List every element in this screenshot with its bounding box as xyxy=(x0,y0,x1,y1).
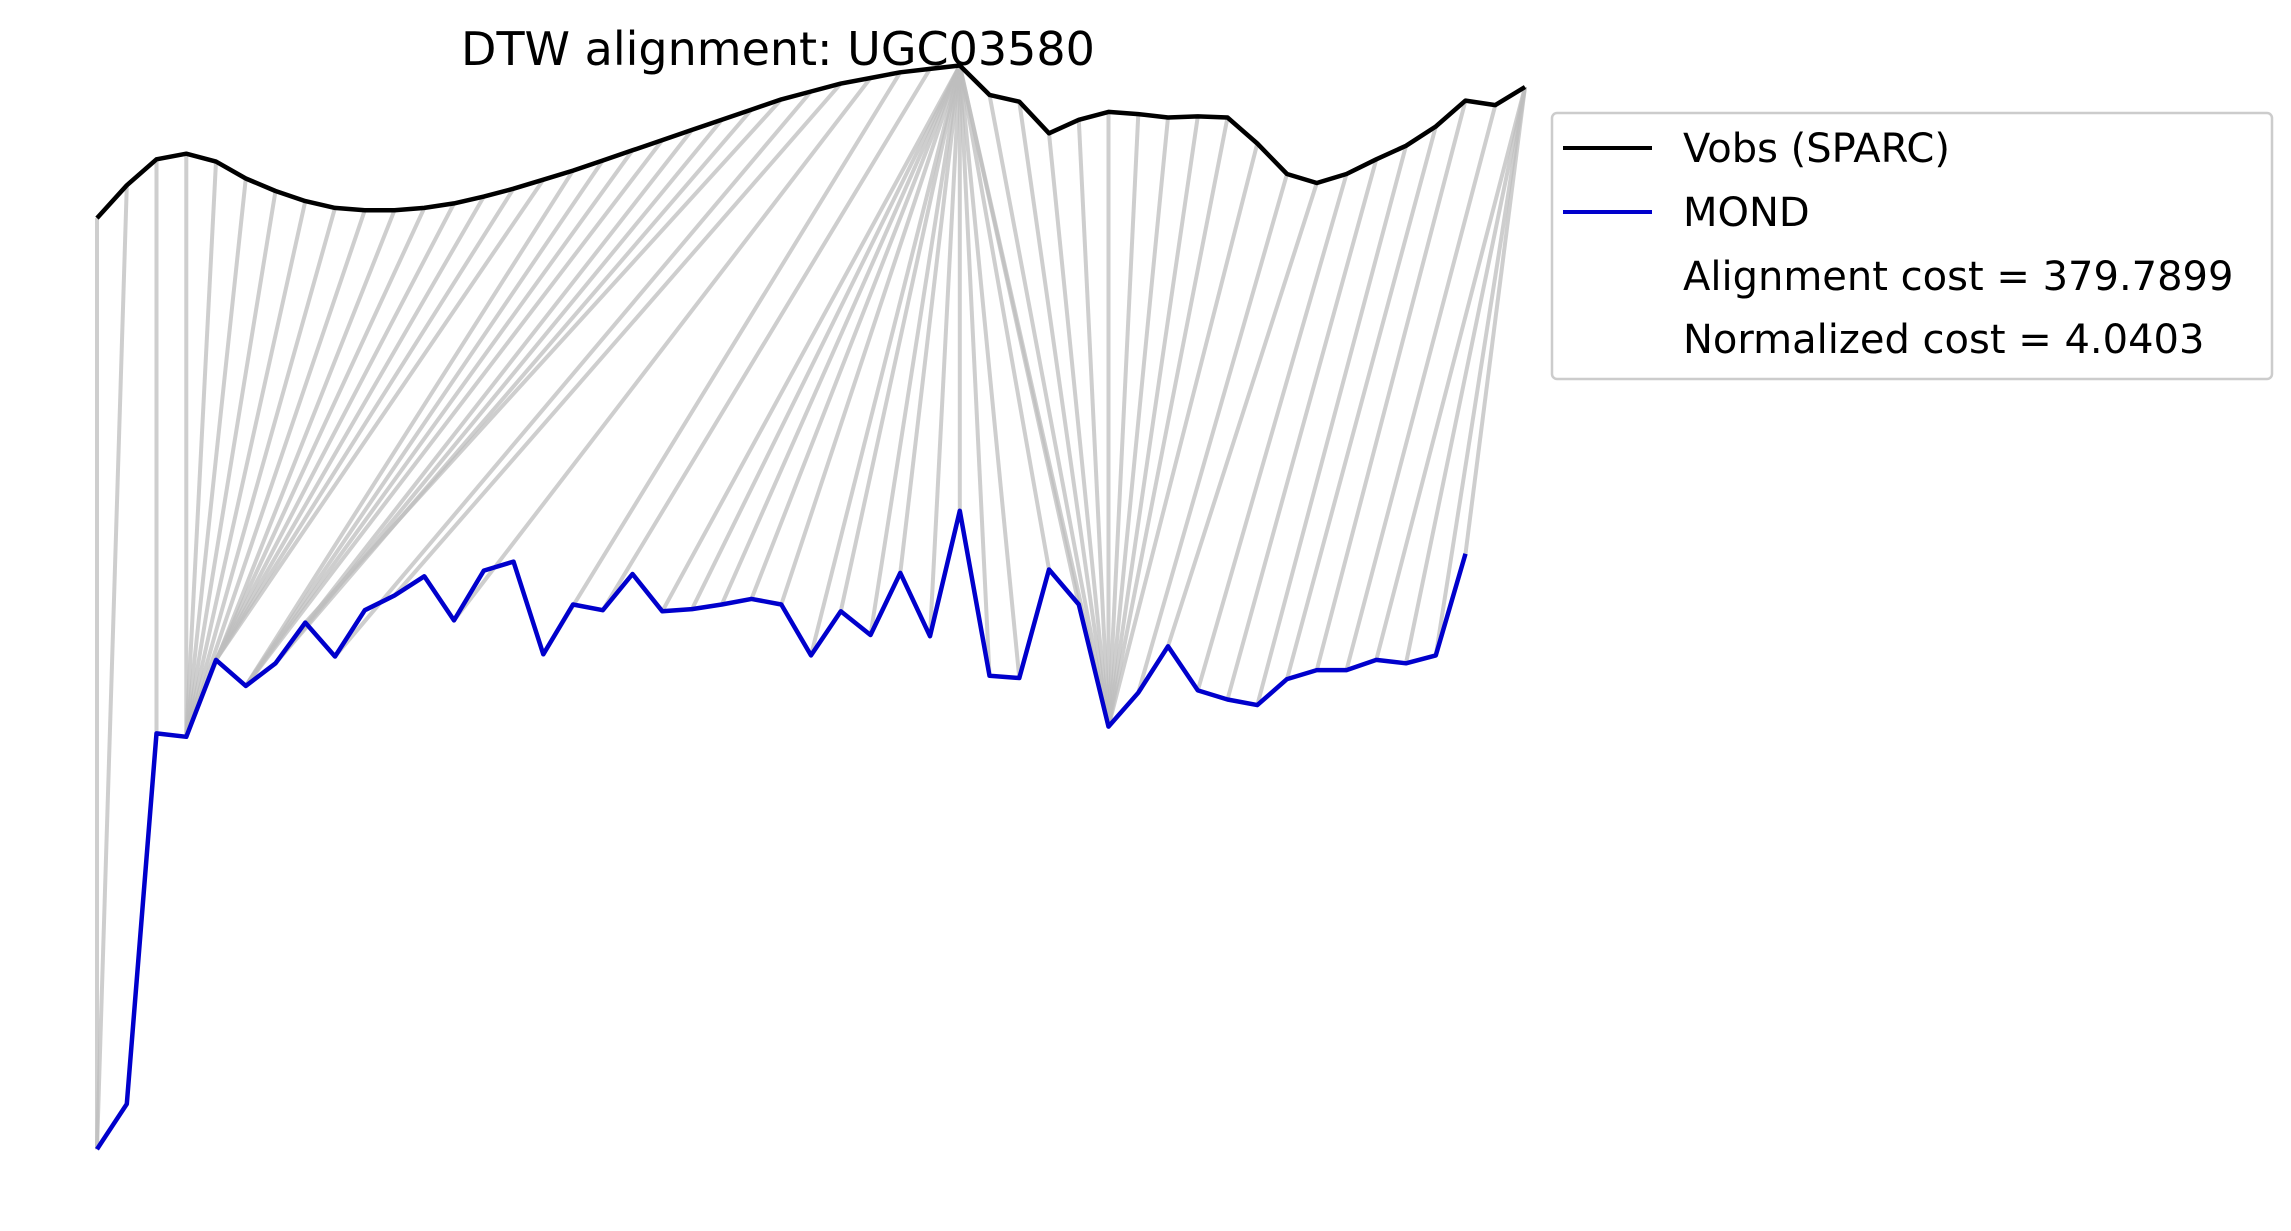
alignment-line xyxy=(541,71,903,656)
alignment-line xyxy=(214,178,545,662)
alignment-line xyxy=(244,159,605,688)
legend-frame xyxy=(1550,111,2274,381)
alignment-line xyxy=(719,64,962,606)
alignment-line xyxy=(184,209,367,738)
alignment-line xyxy=(1195,173,1349,691)
alignment-line xyxy=(303,98,783,624)
alignment-line xyxy=(214,195,486,661)
alignment-line xyxy=(601,67,932,612)
alignment-line xyxy=(957,65,1022,679)
alignment-line xyxy=(244,149,635,688)
alignment-line xyxy=(660,64,962,613)
alignment-lines xyxy=(95,64,1527,1150)
legend: Vobs (SPARC) MOND Alignment cost = 379.7… xyxy=(1550,111,2274,381)
alignment-line xyxy=(184,207,337,738)
alignment-line xyxy=(779,64,962,606)
alignment-line xyxy=(184,190,278,738)
alignment-line xyxy=(1433,86,1527,656)
alignment-line xyxy=(749,64,962,600)
alignment-line xyxy=(184,161,218,737)
alignment-line xyxy=(898,65,962,574)
alignment-line xyxy=(1374,86,1527,661)
alignment-line xyxy=(1255,145,1408,706)
alignment-line xyxy=(928,65,962,637)
alignment-line xyxy=(214,187,516,661)
alignment-line xyxy=(838,65,962,612)
legend-alignment-cost: Alignment cost = 379.7899 xyxy=(1683,254,2233,300)
legend-normalized-cost: Normalized cost = 4.0403 xyxy=(1683,317,2204,363)
alignment-line xyxy=(1106,143,1260,728)
alignment-line xyxy=(1166,182,1319,647)
alignment-line xyxy=(1285,125,1438,680)
alignment-line xyxy=(1017,101,1111,727)
alignment-line xyxy=(1225,158,1379,701)
alignment-line xyxy=(273,128,694,665)
alignment-line xyxy=(957,65,992,676)
alignment-line xyxy=(987,94,1111,727)
chart-title: DTW alignment: UGC03580 xyxy=(461,22,1095,76)
alignment-line xyxy=(184,178,248,738)
alignment-line xyxy=(95,185,129,1150)
alignment-line xyxy=(392,82,843,597)
alignment-line xyxy=(1463,86,1527,554)
legend-label-vobs: Vobs (SPARC) xyxy=(1683,126,1950,172)
alignment-line xyxy=(333,90,813,658)
alignment-line xyxy=(244,169,575,687)
alignment-line xyxy=(1136,173,1289,694)
alignment-line xyxy=(214,202,456,661)
alignment-line xyxy=(452,76,873,622)
alignment-line xyxy=(1314,100,1468,671)
alignment-line xyxy=(214,207,427,661)
alignment-line xyxy=(1404,86,1527,664)
alignment-line xyxy=(690,64,962,610)
legend-label-mond: MOND xyxy=(1683,190,1810,236)
alignment-line xyxy=(184,200,308,738)
alignment-line xyxy=(1076,119,1111,727)
alignment-line xyxy=(1047,133,1111,727)
alignment-line xyxy=(1106,117,1170,727)
alignment-line xyxy=(868,65,962,636)
alignment-line xyxy=(1106,114,1141,727)
alignment-line xyxy=(809,65,962,656)
alignment-line xyxy=(1106,116,1200,727)
alignment-line xyxy=(244,138,664,688)
series-lines xyxy=(95,63,1527,1151)
alignment-line xyxy=(957,65,1051,570)
alignment-line xyxy=(1344,104,1498,671)
vobs-series-line xyxy=(95,63,1527,220)
alignment-line xyxy=(1106,117,1230,727)
mond-series-line xyxy=(95,508,1468,1151)
